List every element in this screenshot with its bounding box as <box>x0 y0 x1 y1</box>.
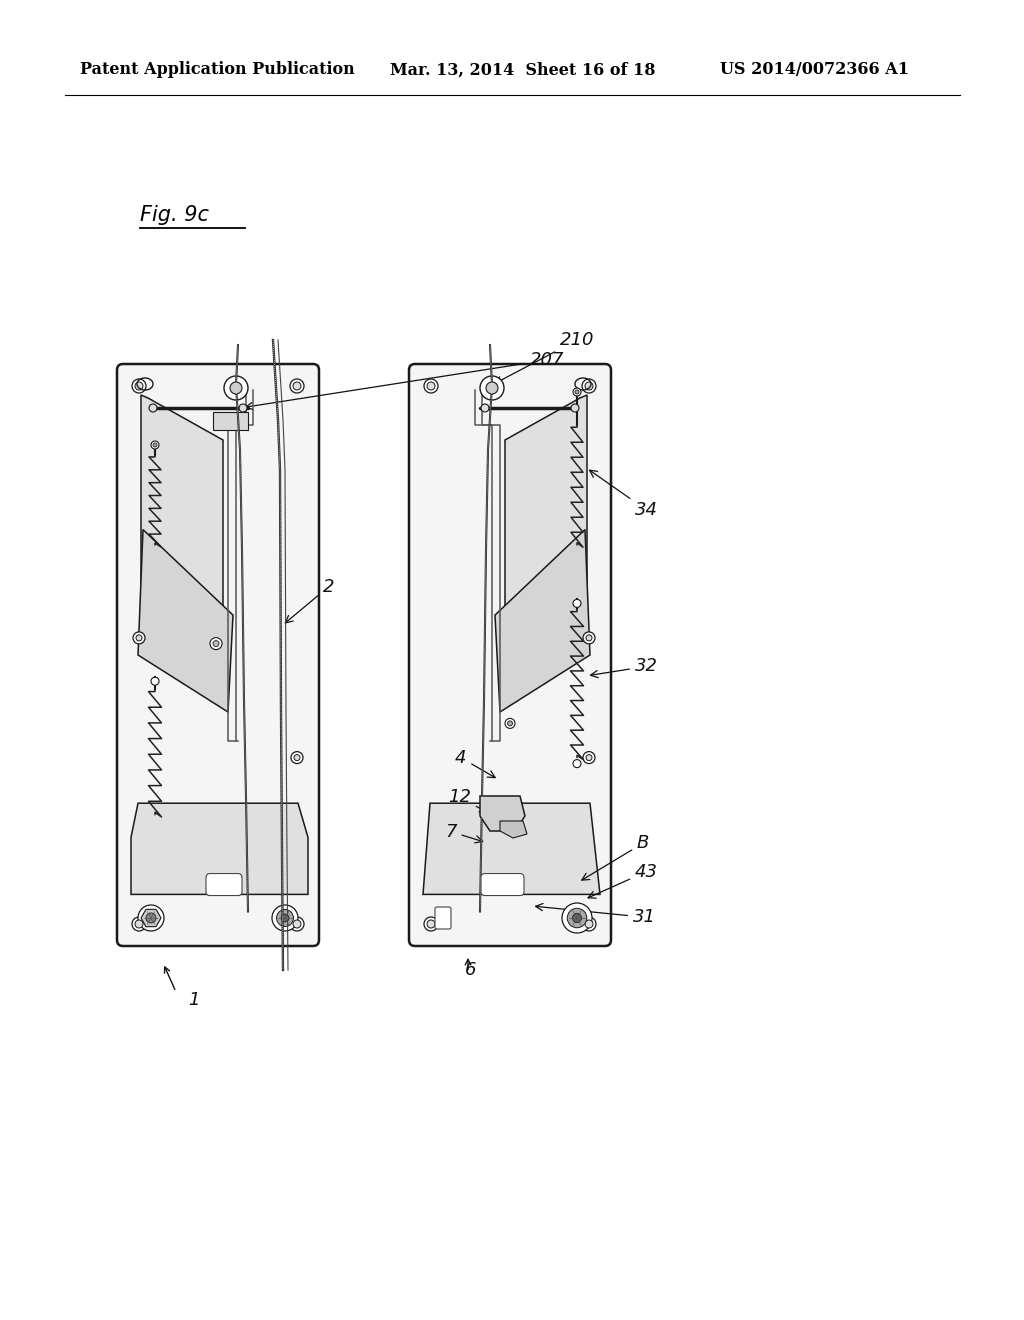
Circle shape <box>147 913 155 921</box>
Circle shape <box>146 913 156 923</box>
Text: 7: 7 <box>445 822 482 842</box>
Polygon shape <box>495 529 590 711</box>
FancyBboxPatch shape <box>409 364 611 946</box>
Circle shape <box>230 381 242 393</box>
Circle shape <box>136 635 142 642</box>
Polygon shape <box>505 395 587 667</box>
Circle shape <box>586 635 592 642</box>
Circle shape <box>582 917 596 931</box>
Circle shape <box>210 638 222 649</box>
Text: US 2014/0072366 A1: US 2014/0072366 A1 <box>720 62 909 78</box>
Text: 2: 2 <box>286 578 335 623</box>
Circle shape <box>132 379 146 393</box>
Polygon shape <box>500 821 527 838</box>
Circle shape <box>153 444 157 447</box>
Text: B: B <box>582 834 649 880</box>
Text: 210: 210 <box>495 331 595 383</box>
Circle shape <box>573 759 581 768</box>
Circle shape <box>582 379 596 393</box>
Circle shape <box>282 913 289 921</box>
Text: 207: 207 <box>246 351 564 409</box>
Circle shape <box>572 913 582 923</box>
Text: 1: 1 <box>188 991 200 1008</box>
Circle shape <box>481 404 489 412</box>
Circle shape <box>573 388 581 396</box>
Text: 32: 32 <box>591 657 658 677</box>
Polygon shape <box>138 529 233 711</box>
Circle shape <box>142 909 160 927</box>
Text: Mar. 13, 2014  Sheet 16 of 18: Mar. 13, 2014 Sheet 16 of 18 <box>390 62 655 78</box>
FancyBboxPatch shape <box>206 874 242 895</box>
Circle shape <box>427 920 435 928</box>
Text: 4: 4 <box>455 748 496 777</box>
Circle shape <box>424 917 438 931</box>
Circle shape <box>293 920 301 928</box>
Circle shape <box>505 718 515 729</box>
Circle shape <box>571 404 579 412</box>
Circle shape <box>291 751 303 763</box>
Text: 31: 31 <box>536 903 656 927</box>
Circle shape <box>151 677 159 685</box>
Text: Patent Application Publication: Patent Application Publication <box>80 62 354 78</box>
Polygon shape <box>141 395 223 667</box>
Circle shape <box>508 721 512 726</box>
Circle shape <box>585 381 593 389</box>
Circle shape <box>151 441 159 449</box>
Circle shape <box>480 376 504 400</box>
Circle shape <box>272 906 298 931</box>
Polygon shape <box>131 803 308 895</box>
Circle shape <box>583 632 595 644</box>
Circle shape <box>573 599 581 607</box>
Polygon shape <box>213 412 248 430</box>
Circle shape <box>276 909 294 927</box>
Circle shape <box>294 755 300 760</box>
Circle shape <box>290 379 304 393</box>
Circle shape <box>224 376 248 400</box>
FancyBboxPatch shape <box>435 907 451 929</box>
Circle shape <box>150 404 157 412</box>
Circle shape <box>575 389 579 393</box>
Text: 43: 43 <box>588 862 658 898</box>
Circle shape <box>486 381 498 393</box>
Circle shape <box>562 903 592 933</box>
FancyBboxPatch shape <box>481 874 524 895</box>
Circle shape <box>135 381 143 389</box>
Text: 6: 6 <box>465 961 476 979</box>
FancyBboxPatch shape <box>117 364 319 946</box>
Circle shape <box>290 917 304 931</box>
Polygon shape <box>423 803 600 895</box>
Circle shape <box>133 632 145 644</box>
Circle shape <box>585 920 593 928</box>
Text: Fig. 9c: Fig. 9c <box>140 205 209 224</box>
Text: 12: 12 <box>449 788 487 812</box>
Text: 34: 34 <box>590 470 658 519</box>
Circle shape <box>427 381 435 389</box>
Circle shape <box>586 755 592 760</box>
Circle shape <box>567 908 587 928</box>
Circle shape <box>132 917 146 931</box>
Circle shape <box>239 404 247 412</box>
Circle shape <box>293 381 301 389</box>
Circle shape <box>213 640 219 647</box>
Circle shape <box>424 379 438 393</box>
Polygon shape <box>480 796 525 832</box>
Circle shape <box>138 906 164 931</box>
Circle shape <box>583 751 595 763</box>
Polygon shape <box>141 909 161 927</box>
Circle shape <box>135 920 143 928</box>
